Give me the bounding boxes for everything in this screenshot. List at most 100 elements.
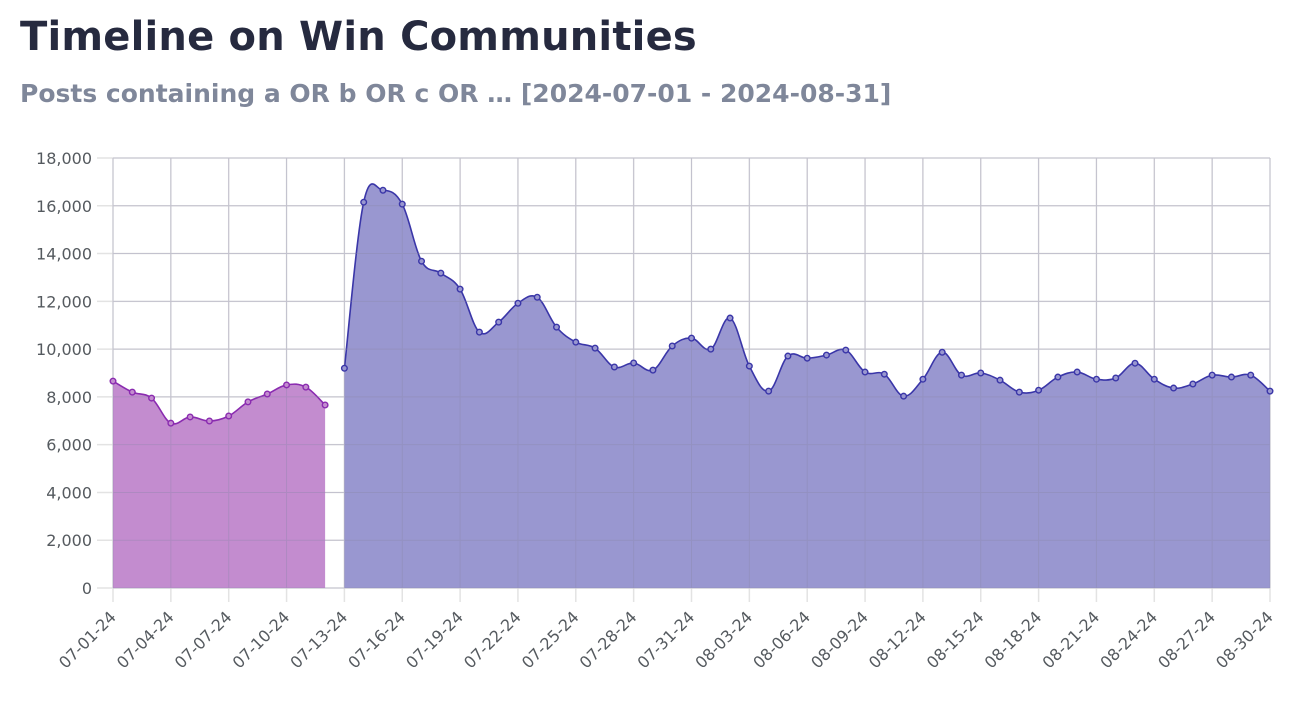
grid-overlay bbox=[112, 157, 1271, 589]
data-point[interactable] bbox=[283, 381, 291, 389]
data-point[interactable] bbox=[957, 371, 965, 379]
x-tick-label: 07-10-24 bbox=[229, 607, 294, 672]
y-tick-label: 10,000 bbox=[36, 340, 92, 359]
data-point[interactable] bbox=[148, 394, 156, 402]
x-tick-label: 07-16-24 bbox=[344, 607, 409, 672]
data-point[interactable] bbox=[321, 401, 329, 409]
data-point[interactable] bbox=[302, 383, 310, 391]
data-point[interactable] bbox=[1112, 374, 1120, 382]
data-point[interactable] bbox=[707, 345, 715, 353]
y-tick-label: 6,000 bbox=[46, 436, 92, 455]
y-tick-label: 18,000 bbox=[36, 149, 92, 168]
x-tick-label: 08-21-24 bbox=[1038, 607, 1103, 672]
x-tick-label: 08-12-24 bbox=[865, 607, 930, 672]
chart-subtitle: Posts containing a OR b OR c OR … [2024-… bbox=[20, 79, 892, 108]
y-tick-label: 12,000 bbox=[36, 292, 92, 311]
data-point[interactable] bbox=[591, 344, 599, 352]
data-point[interactable] bbox=[109, 377, 117, 385]
data-point[interactable] bbox=[900, 392, 908, 400]
data-point[interactable] bbox=[1266, 387, 1274, 395]
data-point[interactable] bbox=[495, 318, 503, 326]
data-point[interactable] bbox=[1054, 373, 1062, 381]
data-point[interactable] bbox=[726, 314, 734, 322]
x-tick-label: 08-06-24 bbox=[749, 607, 814, 672]
x-tick-label: 08-24-24 bbox=[1096, 607, 1161, 672]
data-point[interactable] bbox=[688, 334, 696, 342]
x-tick-label: 07-13-24 bbox=[286, 607, 351, 672]
data-point[interactable] bbox=[861, 368, 869, 376]
data-point[interactable] bbox=[1208, 371, 1216, 379]
data-point[interactable] bbox=[186, 413, 194, 421]
data-point[interactable] bbox=[1227, 373, 1235, 381]
series-area-fill bbox=[113, 381, 326, 588]
data-point[interactable] bbox=[475, 328, 483, 336]
x-tick-label: 08-18-24 bbox=[981, 607, 1046, 672]
x-tick-label: 07-25-24 bbox=[518, 607, 583, 672]
x-tick-label: 08-27-24 bbox=[1154, 607, 1219, 672]
data-point[interactable] bbox=[572, 338, 580, 346]
y-tick-label: 4,000 bbox=[46, 483, 92, 502]
data-point[interactable] bbox=[880, 370, 888, 378]
data-point[interactable] bbox=[1170, 384, 1178, 392]
data-point[interactable] bbox=[437, 269, 445, 277]
data-point[interactable] bbox=[1035, 386, 1043, 394]
data-point[interactable] bbox=[514, 299, 522, 307]
data-point[interactable] bbox=[1247, 371, 1255, 379]
series-area-fill bbox=[344, 183, 1270, 589]
x-tick-label: 07-19-24 bbox=[402, 607, 467, 672]
data-point[interactable] bbox=[244, 398, 252, 406]
data-point[interactable] bbox=[1131, 359, 1139, 367]
data-point[interactable] bbox=[1092, 375, 1100, 383]
y-tick-label: 2,000 bbox=[46, 531, 92, 550]
data-point[interactable] bbox=[996, 376, 1004, 384]
x-axis: 07-01-2407-04-2407-07-2407-10-2407-13-24… bbox=[55, 607, 1277, 672]
data-point[interactable] bbox=[822, 351, 830, 359]
series-areas bbox=[109, 157, 1274, 589]
data-point[interactable] bbox=[765, 387, 773, 395]
data-point[interactable] bbox=[1073, 368, 1081, 376]
series-1 bbox=[112, 380, 326, 588]
data-point[interactable] bbox=[1189, 380, 1197, 388]
data-point[interactable] bbox=[842, 346, 850, 354]
x-tick-label: 07-28-24 bbox=[576, 607, 641, 672]
x-tick-label: 07-01-24 bbox=[55, 607, 120, 672]
y-tick-label: 16,000 bbox=[36, 197, 92, 216]
data-point[interactable] bbox=[533, 293, 541, 301]
data-point[interactable] bbox=[977, 369, 985, 377]
data-point[interactable] bbox=[418, 257, 426, 265]
y-axis: 0 2,000 4,000 6,000 8,000 10,000 12,000 14,000 1… bbox=[36, 149, 92, 598]
data-point[interactable] bbox=[919, 375, 927, 383]
data-point[interactable] bbox=[263, 390, 271, 398]
data-point[interactable] bbox=[649, 366, 657, 374]
x-tick-label: 08-15-24 bbox=[923, 607, 988, 672]
data-point[interactable] bbox=[360, 198, 368, 206]
data-point[interactable] bbox=[1150, 375, 1158, 383]
y-tick-label: 8,000 bbox=[46, 388, 92, 407]
data-point[interactable] bbox=[398, 200, 406, 208]
data-point[interactable] bbox=[784, 352, 792, 360]
data-point[interactable] bbox=[456, 285, 464, 293]
data-point[interactable] bbox=[379, 186, 387, 194]
data-point[interactable] bbox=[167, 419, 175, 427]
data-point[interactable] bbox=[225, 412, 233, 420]
data-point[interactable] bbox=[205, 417, 213, 425]
data-point[interactable] bbox=[668, 342, 676, 350]
data-point[interactable] bbox=[553, 323, 561, 331]
x-tick-label: 07-22-24 bbox=[460, 607, 525, 672]
data-point[interactable] bbox=[610, 363, 618, 371]
data-point[interactable] bbox=[803, 354, 811, 362]
x-tick-label: 07-07-24 bbox=[171, 607, 236, 672]
data-point[interactable] bbox=[1015, 388, 1023, 396]
data-point[interactable] bbox=[938, 348, 946, 356]
y-tick-label: 0 bbox=[82, 579, 92, 598]
y-tick-label: 14,000 bbox=[36, 245, 92, 264]
data-point[interactable] bbox=[340, 364, 348, 372]
chart-title: Timeline on Win Communities bbox=[20, 14, 697, 60]
data-point[interactable] bbox=[630, 359, 638, 367]
x-tick-label: 08-09-24 bbox=[807, 607, 872, 672]
data-point[interactable] bbox=[128, 388, 136, 396]
x-tick-label: 08-30-24 bbox=[1212, 607, 1277, 672]
data-point[interactable] bbox=[745, 362, 753, 370]
x-tick-label: 07-31-24 bbox=[634, 607, 699, 672]
